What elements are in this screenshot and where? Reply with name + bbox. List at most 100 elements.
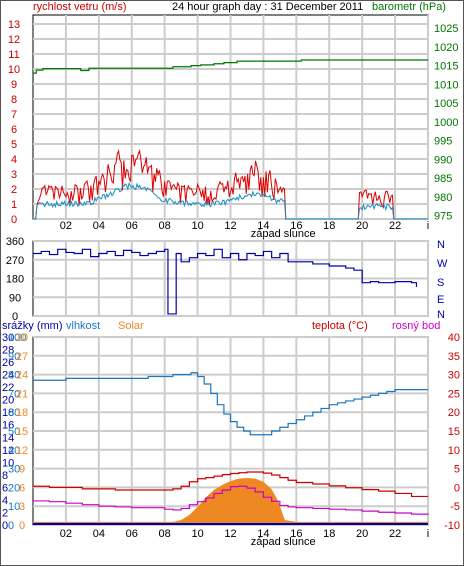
- x-tick-label: 04: [93, 528, 105, 540]
- chart-title: 24 hour graph day : 31 December 2011: [172, 1, 363, 13]
- precip-tick-label: 4: [2, 495, 8, 507]
- x-tick-label: 16: [290, 220, 302, 232]
- direction-tick-label: 0: [12, 311, 18, 323]
- humidity-tick-label: 50: [8, 426, 20, 438]
- pressure-tick-label: 1015: [434, 61, 458, 73]
- temperature-tick-label: 0: [454, 482, 460, 494]
- wind-tick-label: 4: [11, 154, 17, 166]
- humidity-tick-label: 0: [8, 520, 14, 532]
- wind-tick-label: 10: [8, 64, 20, 76]
- humidity-tick-label: 80: [8, 370, 20, 382]
- wind-tick-label: 3: [11, 169, 17, 181]
- humidity-axis-title: vlhkost: [66, 320, 100, 332]
- humidity-series-line: [33, 372, 428, 436]
- solar-tick-label: 27: [16, 351, 28, 363]
- precip-tick-label: 18: [2, 407, 14, 419]
- wind-tick-label: 11: [8, 49, 19, 61]
- solar-tick-label: 6: [19, 482, 25, 494]
- direction-tick-label: 270: [6, 255, 24, 267]
- solar-tick-label: 24: [16, 370, 28, 382]
- solar-tick-label: 12: [16, 445, 28, 457]
- pressure-axis-title: barometr (hPa): [372, 1, 446, 13]
- compass-label: E: [437, 294, 444, 306]
- pressure-tick-label: 990: [434, 154, 452, 166]
- solar-tick-label: 3: [19, 501, 25, 513]
- x-tick-label: 06: [126, 528, 138, 540]
- solar-tick-label: 21: [16, 388, 28, 400]
- x-tick-label: 12: [224, 220, 236, 232]
- solar-tick-label: 0: [19, 520, 25, 532]
- humidity-tick-label: 10: [8, 501, 20, 513]
- solar-tick-label: 30: [16, 332, 28, 344]
- direction-tick-label: 180: [6, 274, 24, 286]
- dewpoint-axis-title: rosný bod: [392, 320, 440, 332]
- precip-tick-label: 2: [2, 507, 8, 519]
- precip-tick-label: 12: [2, 445, 14, 457]
- wind-tick-label: 6: [11, 124, 17, 136]
- precip-tick-label: 24: [2, 370, 14, 382]
- dewpoint-series-line: [33, 485, 429, 515]
- pressure-tick-label: 1010: [434, 79, 458, 91]
- direction-tick-label: 360: [6, 236, 24, 248]
- x-tick-label: 02: [60, 220, 72, 232]
- solar-area: [33, 478, 428, 525]
- temperature-tick-label: 15: [448, 426, 460, 438]
- pressure-series-line: [33, 59, 428, 74]
- x-tick-label: 04: [93, 220, 105, 232]
- temperature-tick-label: -5: [450, 501, 460, 513]
- precip-tick-label: 16: [2, 420, 14, 432]
- pressure-tick-label: 1020: [434, 42, 458, 54]
- solar-tick-label: 18: [16, 407, 28, 419]
- x-tick-label: 12: [224, 528, 236, 540]
- x-tick-label: 14: [257, 220, 269, 232]
- wind-tick-label: 12: [8, 34, 20, 46]
- x-tick-label: 08: [159, 220, 171, 232]
- temperature-tick-label: 5: [454, 464, 460, 476]
- humidity-tick-label: 30: [8, 464, 20, 476]
- x-tick-label: 18: [323, 528, 335, 540]
- temperature-tick-label: 35: [448, 351, 460, 363]
- precip-tick-label: 26: [2, 357, 14, 369]
- solar-tick-label: 9: [19, 464, 25, 476]
- precip-tick-label: 14: [2, 432, 14, 444]
- solar-axis-title: Solar: [118, 320, 144, 332]
- wind-tick-label: 9: [11, 79, 17, 91]
- temperature-tick-label: -10: [444, 520, 460, 532]
- compass-label: W: [437, 258, 448, 270]
- wind-tick-label: 0: [11, 214, 17, 226]
- gust-series-line: [33, 149, 428, 220]
- compass-label: S: [437, 277, 444, 289]
- temperature-tick-label: 20: [448, 407, 460, 419]
- x-tick-label: 20: [356, 220, 368, 232]
- precip-tick-label: 8: [2, 470, 8, 482]
- x-tick-label: 14: [257, 528, 269, 540]
- pressure-tick-label: 995: [434, 136, 452, 148]
- x-tick-label: 18: [323, 220, 335, 232]
- x-tick-label: i: [427, 528, 429, 540]
- pressure-tick-label: 980: [434, 192, 452, 204]
- temperature-series-line: [33, 471, 428, 498]
- wind-tick-label: 5: [11, 139, 17, 151]
- precip-tick-label: 30: [2, 332, 14, 344]
- wind-axis-title: rychlost vetru (m/s): [33, 1, 127, 13]
- x-tick-label: 16: [290, 528, 302, 540]
- precip-tick-label: 10: [2, 457, 14, 469]
- compass-label: N: [437, 239, 445, 251]
- precip-tick-label: 22: [2, 382, 14, 394]
- humidity-tick-label: 90: [8, 351, 20, 363]
- x-tick-label: 10: [191, 220, 203, 232]
- wind-tick-label: 2: [11, 184, 17, 196]
- wind-tick-label: 7: [11, 109, 17, 121]
- compass-label: N: [437, 309, 445, 321]
- pressure-tick-label: 975: [434, 211, 452, 223]
- x-tick-label: 06: [126, 220, 138, 232]
- solar-tick-label: 15: [16, 426, 28, 438]
- humidity-tick-label: 40: [8, 445, 20, 457]
- pressure-tick-label: 1000: [434, 117, 458, 129]
- temperature-axis-title: teplota (°C): [312, 320, 368, 332]
- pressure-tick-label: 985: [434, 173, 452, 185]
- temperature-tick-label: 25: [448, 388, 460, 400]
- pressure-tick-label: 1005: [434, 98, 458, 110]
- temperature-tick-label: 10: [448, 445, 460, 457]
